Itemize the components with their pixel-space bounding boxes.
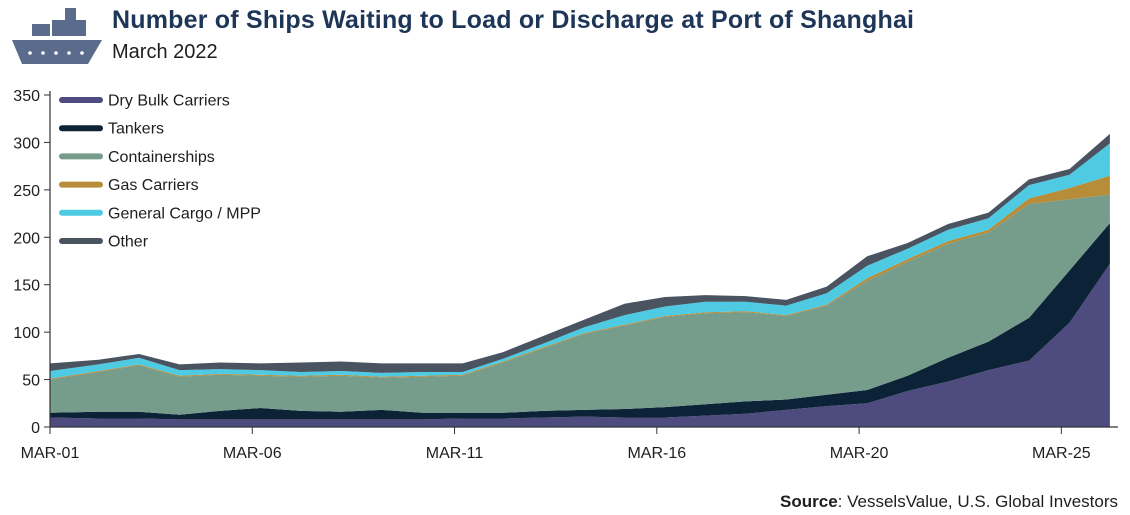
y-tick-label: 350	[13, 88, 40, 105]
legend-label: Gas Carriers	[108, 177, 199, 194]
series-area-other	[50, 133, 1110, 373]
ship-icon	[12, 8, 102, 64]
ship-porthole	[28, 51, 32, 55]
legend: Dry Bulk Carriers Tankers Containerships Ga…	[59, 93, 261, 251]
ship-cabin-top	[32, 24, 50, 36]
ship-porthole	[54, 51, 58, 55]
source-note: Source: VesselsValue, U.S. Global Invest…	[780, 492, 1118, 512]
x-tick-label: MAR-25	[1032, 445, 1091, 462]
series-area-general-cargo-mpp	[50, 143, 1110, 379]
x-tick-label: MAR-11	[426, 445, 484, 462]
chart-title: Number of Ships Waiting to Load or Disch…	[112, 6, 915, 34]
y-tick-label: 100	[13, 325, 40, 342]
ship-smokestack	[65, 8, 76, 20]
x-tick-label: MAR-01	[21, 445, 80, 462]
x-tick-label: MAR-06	[223, 445, 282, 462]
ship-porthole	[41, 51, 45, 55]
ship-porthole	[80, 51, 84, 55]
source-text: : VesselsValue, U.S. Global Investors	[837, 492, 1118, 511]
y-tick-label: 50	[22, 373, 40, 390]
legend-label: Containerships	[108, 149, 215, 166]
legend-label: Other	[108, 234, 149, 251]
y-tick-label: 300	[13, 135, 40, 152]
ship-porthole	[67, 51, 71, 55]
area-series-group	[50, 133, 1110, 427]
legend-label: Tankers	[108, 121, 164, 138]
chart-subtitle: March 2022	[112, 41, 218, 63]
y-tick-label: 0	[31, 420, 40, 437]
source-label: Source	[780, 492, 838, 511]
ship-cabin-main	[52, 20, 86, 36]
y-tick-label: 150	[13, 278, 40, 295]
x-tick-label: MAR-20	[830, 445, 889, 462]
y-tick-label: 250	[13, 183, 40, 200]
legend-label: Dry Bulk Carriers	[108, 93, 230, 110]
x-tick-label: MAR-16	[627, 445, 686, 462]
y-tick-label: 200	[13, 230, 40, 247]
series-area-containerships	[50, 194, 1110, 415]
series-area-dry-bulk-carriers	[50, 263, 1110, 427]
legend-label: General Cargo / MPP	[108, 205, 261, 222]
